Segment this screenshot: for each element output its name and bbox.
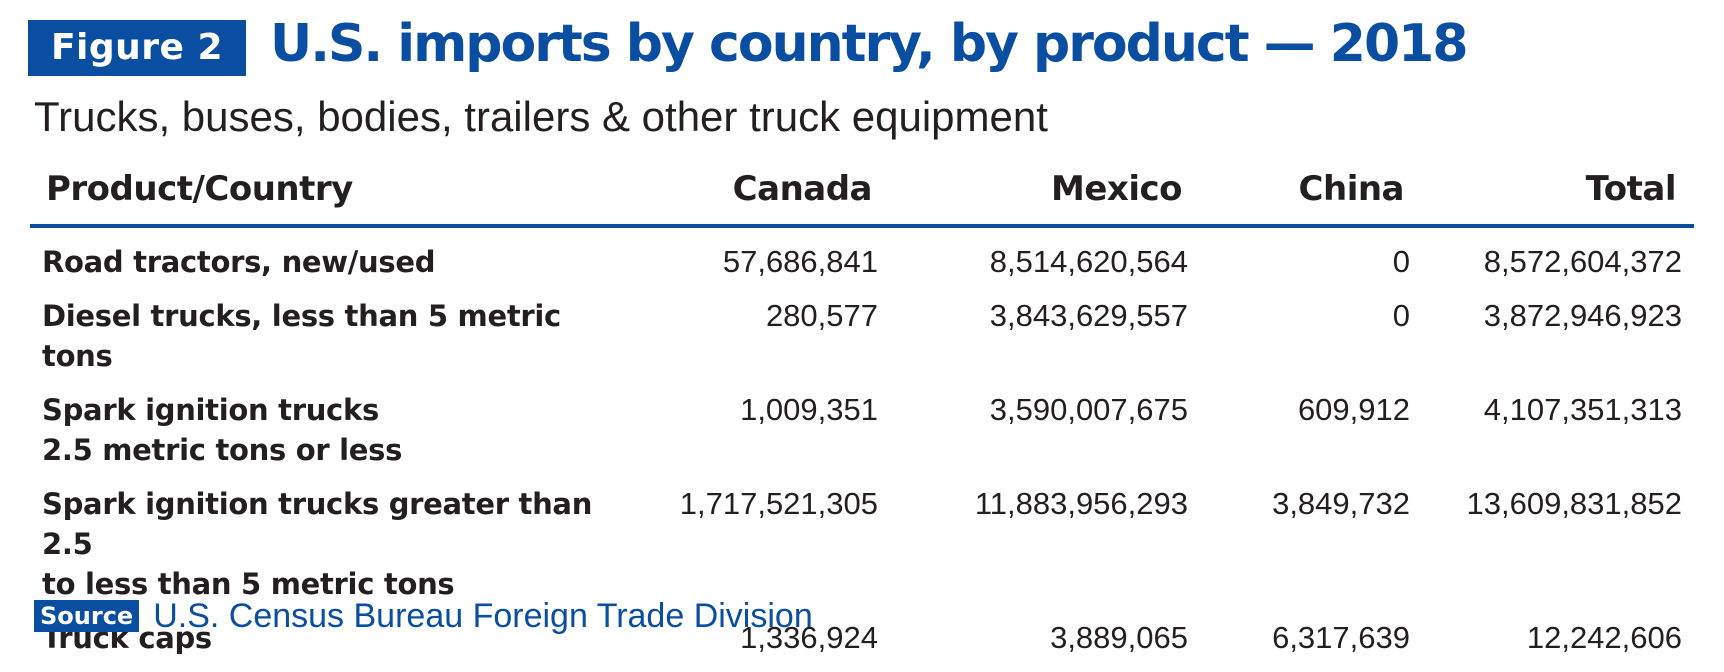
product-label-line: Road tractors, new/used (42, 245, 436, 279)
cell-total: 3,872,946,923 (1483, 298, 1682, 333)
table-row: Diesel trucks, less than 5 metric tons 28… (30, 296, 1694, 390)
column-header-china: China (1200, 158, 1422, 228)
row-product-label: Diesel trucks, less than 5 metric tons (30, 296, 630, 390)
cell-mexico: 3,889,065 (1050, 620, 1188, 655)
product-label-line: to less than 5 metric tons (42, 567, 455, 601)
chart-title: U.S. imports by country, by product — 20… (270, 14, 1468, 74)
cell-china: 0 (1392, 298, 1410, 333)
cell-total: 4,107,351,313 (1483, 392, 1682, 427)
cell-mexico: 11,883,956,293 (974, 486, 1188, 521)
column-header-product: Product/Country (30, 158, 630, 228)
table-row: Road tractors, new/used 57,686,841 8,514,6… (30, 226, 1694, 296)
product-label-line: Diesel trucks, less than 5 metric tons (42, 299, 561, 373)
product-label-line: 2.5 metric tons or less (42, 433, 403, 467)
chart-subtitle: Trucks, buses, bodies, trailers & other … (34, 93, 1048, 140)
table-row: Truck caps 1,336,924 3,889,065 6,317,639 12,… (30, 618, 1694, 672)
table-row: Spark ignition trucks 2.5 metric tons or … (30, 390, 1694, 484)
source-text: U.S. Census Bureau Foreign Trade Divisio… (153, 597, 813, 635)
table-body: Road tractors, new/used 57,686,841 8,514,6… (30, 226, 1694, 672)
source-label: Source (34, 600, 140, 632)
row-product-label: Spark ignition trucks greater than 2.5 to… (30, 484, 630, 618)
column-header-canada: Canada (630, 158, 890, 228)
cell-china: 3,849,732 (1272, 486, 1410, 521)
cell-canada: 1,717,521,305 (679, 486, 878, 521)
cell-total: 13,609,831,852 (1466, 486, 1683, 521)
cell-mexico: 3,843,629,557 (989, 298, 1188, 333)
cell-canada: 280,577 (765, 298, 878, 333)
cell-canada: 57,686,841 (722, 244, 878, 279)
column-header-total: Total (1422, 158, 1694, 228)
imports-table: Product/Country Canada Mexico China Tota… (30, 158, 1694, 672)
cell-mexico: 3,590,007,675 (989, 392, 1188, 427)
cell-canada: 1,336,924 (740, 620, 878, 655)
source-line: Source U.S. Census Bureau Foreign Trade … (34, 598, 813, 634)
cell-mexico: 8,514,620,564 (989, 244, 1188, 279)
figure-label: Figure 2 (28, 20, 246, 76)
table-row: Spark ignition trucks greater than 2.5 to… (30, 484, 1694, 618)
cell-china: 609,912 (1297, 392, 1410, 427)
table-header-row: Product/Country Canada Mexico China Tota… (30, 158, 1694, 228)
row-product-label: Road tractors, new/used (30, 226, 630, 296)
row-product-label: Spark ignition trucks 2.5 metric tons or … (30, 390, 630, 484)
cell-china: 6,317,639 (1272, 620, 1410, 655)
product-label-line: Spark ignition trucks greater than 2.5 (42, 487, 593, 561)
cell-total: 12,242,606 (1526, 620, 1682, 655)
column-header-mexico: Mexico (890, 158, 1200, 228)
cell-china: 0 (1392, 244, 1410, 279)
cell-total: 8,572,604,372 (1483, 244, 1682, 279)
product-label-line: Spark ignition trucks (42, 393, 379, 427)
cell-canada: 1,009,351 (740, 392, 878, 427)
